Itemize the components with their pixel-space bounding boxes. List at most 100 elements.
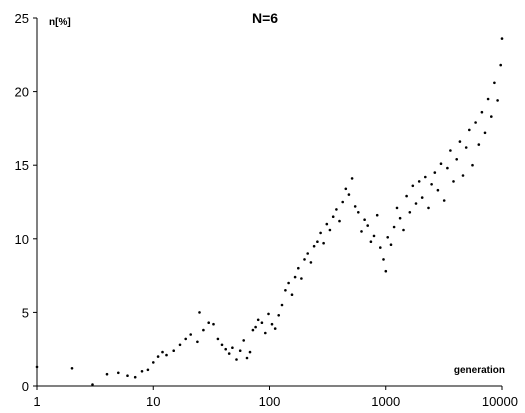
data-point: [328, 228, 332, 232]
data-point: [461, 174, 465, 177]
data-point: [408, 211, 412, 214]
data-point: [477, 143, 481, 146]
data-point: [499, 63, 503, 67]
data-point: [379, 246, 382, 249]
data-point: [196, 340, 199, 344]
data-point: [105, 372, 109, 376]
data-point: [242, 339, 245, 342]
data-point: [490, 115, 493, 118]
data-point: [420, 196, 424, 199]
data-point: [335, 208, 338, 211]
data-point: [277, 314, 281, 317]
data-point: [245, 356, 249, 360]
data-point: [256, 318, 260, 322]
data-point: [178, 343, 182, 347]
data-point: [347, 193, 351, 196]
data-point: [417, 180, 421, 183]
data-point: [220, 343, 224, 347]
data-point: [360, 230, 363, 233]
data-point: [280, 303, 284, 307]
data-point: [483, 131, 487, 135]
data-point: [357, 211, 360, 214]
data-point: [126, 374, 129, 378]
data-point: [446, 166, 449, 170]
chart-title: N=6: [252, 10, 278, 26]
data-point: [375, 213, 379, 217]
data-point: [251, 328, 255, 332]
data-point: [439, 162, 443, 165]
data-point: [156, 355, 160, 358]
x-tick-label: 1: [33, 394, 40, 409]
data-point: [231, 346, 234, 350]
data-point: [344, 187, 348, 191]
data-point: [402, 228, 405, 232]
data-point: [384, 269, 388, 273]
y-tick-label: 0: [22, 379, 29, 394]
data-point: [369, 240, 373, 243]
x-tick-label: 10000: [482, 394, 518, 409]
data-point: [353, 205, 357, 208]
data-point: [452, 180, 455, 183]
data-point: [117, 371, 120, 375]
data-point: [172, 349, 175, 353]
data-point: [270, 322, 274, 326]
x-axis-label: generation: [454, 365, 505, 376]
axis-ticks: 1 10 100 1000 10000 0 5 10 15 20 25: [15, 11, 518, 409]
data-point: [300, 277, 303, 280]
data-point: [436, 188, 440, 192]
data-point: [433, 171, 437, 174]
data-point: [363, 218, 366, 221]
data-point: [480, 110, 484, 114]
data-point: [405, 194, 408, 198]
data-point: [216, 337, 220, 341]
data-point: [303, 258, 306, 261]
data-point: [198, 311, 201, 314]
data-point: [309, 261, 313, 264]
data-point: [486, 97, 490, 101]
data-point: [427, 206, 430, 210]
data-point: [260, 321, 264, 325]
data-point: [91, 383, 94, 386]
data-point: [235, 358, 238, 361]
data-point: [449, 149, 452, 152]
y-tick-label: 25: [15, 11, 29, 26]
data-point: [254, 325, 257, 329]
data-point: [474, 121, 477, 124]
data-point: [430, 183, 433, 186]
data-point: [165, 353, 168, 357]
data-point: [290, 293, 294, 297]
y-tick-label: 15: [15, 158, 29, 173]
data-point: [273, 327, 277, 330]
data-point: [414, 202, 418, 205]
data-point: [322, 241, 325, 245]
data-point: [248, 350, 252, 354]
y-tick-label: 5: [22, 305, 29, 320]
data-point: [70, 367, 74, 370]
data-point: [293, 275, 297, 279]
data-point: [386, 236, 390, 239]
data-point: [325, 222, 329, 226]
data-point: [468, 128, 471, 132]
data-point: [207, 321, 210, 325]
data-point: [312, 244, 316, 248]
data-point: [202, 328, 205, 332]
data-point: [442, 199, 446, 202]
data-point: [464, 146, 468, 149]
data-point: [350, 177, 354, 180]
data-point: [471, 163, 474, 167]
data-point: [366, 224, 370, 227]
data-point: [392, 225, 396, 229]
data-point: [284, 289, 287, 292]
data-point: [389, 243, 393, 246]
data-point: [395, 206, 399, 210]
data-point: [319, 231, 322, 235]
data-point: [306, 252, 310, 255]
data-point: [35, 365, 39, 369]
data-point: [331, 215, 335, 218]
data-point: [146, 368, 150, 372]
y-axis-label: n[%]: [49, 17, 71, 28]
data-point: [189, 333, 192, 336]
y-tick-label: 10: [15, 232, 29, 247]
data-point: [382, 258, 385, 261]
data-point: [316, 240, 319, 243]
